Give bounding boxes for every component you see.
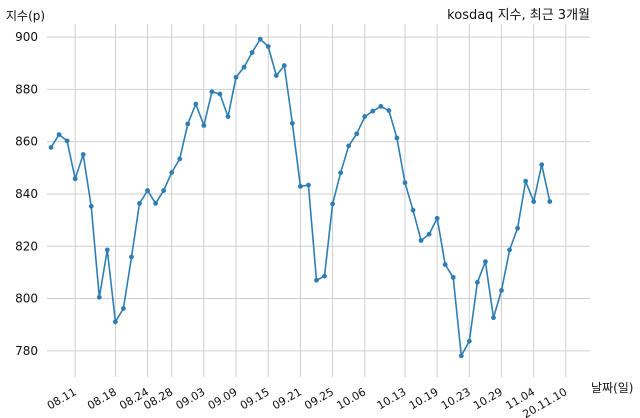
data-point <box>531 199 537 204</box>
data-point <box>289 120 295 126</box>
x-tick-label: 10.13 <box>375 385 409 412</box>
data-point <box>322 273 327 279</box>
data-point <box>474 279 480 285</box>
data-point <box>547 199 553 204</box>
data-point <box>201 123 207 128</box>
x-tick-labels: 08.11 08.1808.2408.2809.0309.0909.1509.21… <box>45 385 569 418</box>
data-point <box>64 138 70 144</box>
y-axis-label: 지수(p) <box>6 9 45 23</box>
x-tick-label: 09.15 <box>238 385 272 412</box>
data-point <box>121 306 126 311</box>
data-point <box>338 170 344 176</box>
data-point <box>306 182 311 188</box>
data-point <box>72 176 78 182</box>
data-point <box>491 315 496 321</box>
data-point <box>112 319 118 325</box>
x-tick-label: 10.29 <box>471 385 505 412</box>
y-tick-label: 820 <box>15 239 38 253</box>
data-point <box>458 353 464 359</box>
data-point <box>354 131 360 137</box>
data-point <box>402 180 408 186</box>
chart-grid <box>47 24 590 377</box>
data-point <box>217 91 223 97</box>
data-point <box>298 183 303 189</box>
data-point <box>161 188 167 193</box>
data-point <box>507 247 512 253</box>
data-point <box>104 247 110 253</box>
data-point <box>418 238 424 243</box>
data-point <box>314 277 319 283</box>
x-tick-label: 10.06 <box>334 385 368 412</box>
data-point <box>48 145 54 150</box>
data-point <box>249 50 255 55</box>
data-point <box>499 288 504 293</box>
data-point <box>209 89 215 95</box>
data-point <box>241 64 247 70</box>
data-point <box>145 188 150 193</box>
x-tick-label: 08.18 <box>85 385 119 412</box>
data-point <box>96 294 102 300</box>
data-point <box>523 178 529 184</box>
data-point <box>56 132 62 138</box>
data-point <box>137 200 142 206</box>
data-point <box>362 114 368 119</box>
data-point <box>434 215 440 221</box>
x-tick-label: 09.09 <box>206 385 240 412</box>
data-point <box>88 203 94 209</box>
chart-series <box>48 36 553 359</box>
data-point <box>370 108 376 114</box>
x-tick-label: 10.19 <box>407 385 441 412</box>
data-point <box>233 74 239 80</box>
y-tick-label: 840 <box>15 187 38 201</box>
data-point <box>539 162 545 168</box>
data-point <box>80 152 86 157</box>
data-point <box>265 44 271 49</box>
y-tick-label: 860 <box>15 135 38 149</box>
data-point <box>450 274 456 280</box>
x-tick-label: 08.11 <box>45 385 79 412</box>
y-tick-labels: 780 800 820 840 860 880 900 <box>15 30 38 358</box>
data-point <box>442 262 448 267</box>
data-point <box>169 170 175 175</box>
x-axis-label: 날짜(일) <box>591 381 633 395</box>
data-point <box>483 259 488 265</box>
data-point <box>466 338 472 344</box>
x-tick-label: 09.25 <box>302 385 336 412</box>
data-point <box>193 101 199 107</box>
data-point <box>257 36 263 42</box>
data-point <box>394 135 400 141</box>
data-point <box>410 207 416 213</box>
data-point <box>378 103 384 109</box>
data-point <box>330 201 335 207</box>
y-tick-label: 800 <box>15 292 38 306</box>
data-point <box>515 225 520 231</box>
y-tick-label: 880 <box>15 82 38 96</box>
y-tick-label: 780 <box>15 344 38 358</box>
data-point <box>386 108 392 113</box>
data-point <box>281 63 287 68</box>
x-tick-label: 09.21 <box>270 385 304 412</box>
chart-title: kosdaq 지수, 최근 3개월 <box>447 8 590 23</box>
x-tick-label: 09.03 <box>174 385 208 412</box>
data-point <box>426 231 432 237</box>
x-tick-label: 10.23 <box>439 385 473 412</box>
data-point <box>225 114 231 119</box>
y-tick-label: 900 <box>15 30 38 44</box>
data-point <box>273 73 279 78</box>
data-point <box>177 156 183 162</box>
data-point <box>129 254 134 260</box>
data-point <box>153 200 159 206</box>
data-point <box>346 143 352 149</box>
data-point <box>185 121 191 127</box>
